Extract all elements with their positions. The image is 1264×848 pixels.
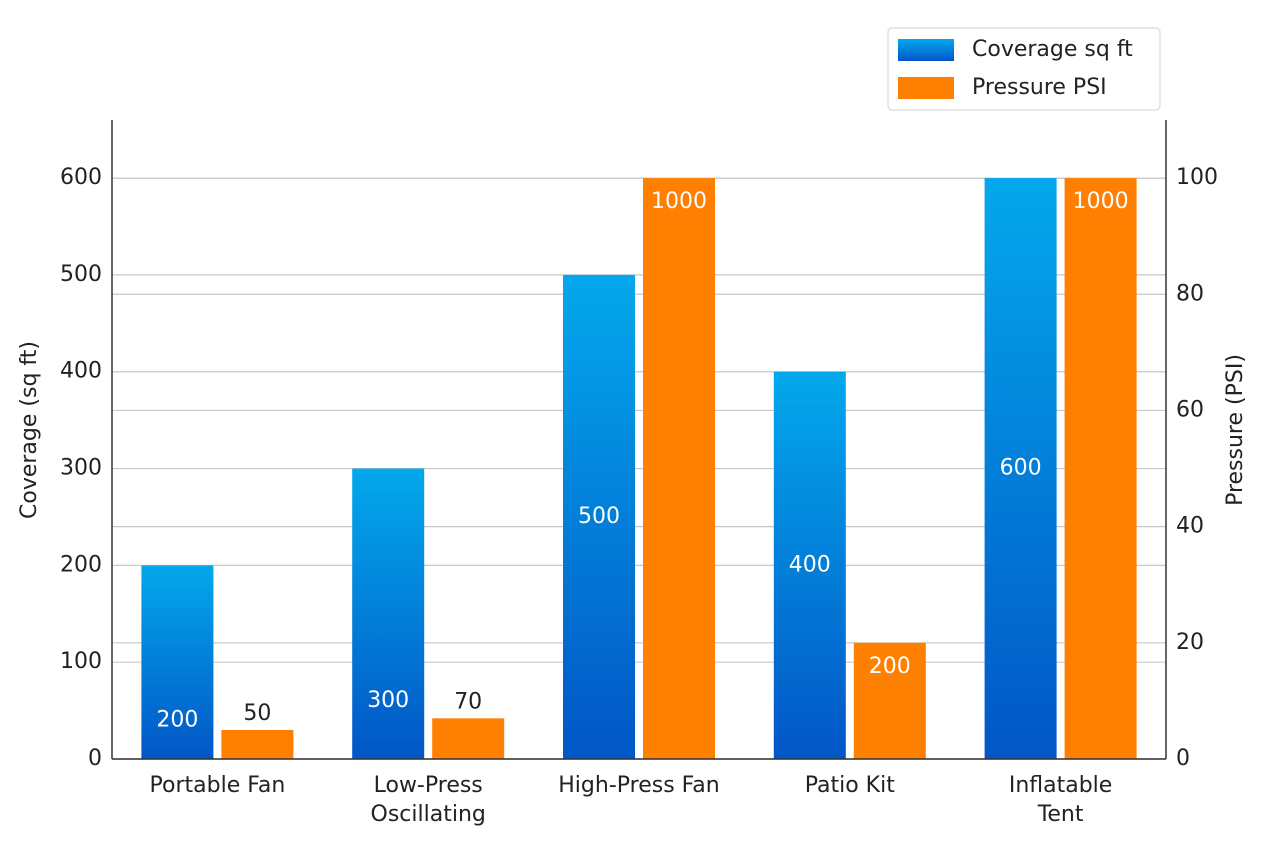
y-tick-label: 400 (60, 359, 102, 384)
y2-tick-label: 0 (1176, 746, 1190, 771)
x-tick-label: High-Press Fan (558, 773, 719, 798)
data-label: 1000 (1073, 189, 1129, 214)
data-label: 70 (454, 689, 482, 714)
bar (853, 642, 926, 759)
bar (1064, 178, 1137, 759)
bars (141, 178, 1137, 759)
legend-label: Coverage sq ft (972, 37, 1133, 62)
bar (643, 178, 715, 759)
x-tick-label: Portable Fan (150, 773, 286, 798)
legend-label: Pressure PSI (972, 75, 1107, 100)
y-tick-label: 300 (60, 456, 102, 481)
y-tick-label: 600 (60, 165, 102, 190)
y2-tick-label: 80 (1176, 281, 1204, 306)
y-axis-title: Coverage (sq ft) (17, 341, 42, 519)
legend-swatch (898, 77, 954, 99)
bar (432, 718, 505, 759)
y2-tick-label: 40 (1176, 514, 1204, 539)
legend-box (887, 27, 1161, 111)
y2-tick-label: 20 (1176, 630, 1204, 655)
x-tick-label: Inflatable Tent (1009, 773, 1113, 827)
data-label: 600 (1000, 456, 1042, 481)
data-label: 500 (578, 504, 620, 529)
bar (773, 371, 846, 759)
data-label: 50 (243, 701, 271, 726)
bar (563, 274, 635, 759)
y-tick-label: 200 (60, 552, 102, 577)
bar (221, 729, 294, 759)
y-tick-label: 500 (60, 262, 102, 287)
bar (141, 565, 214, 759)
y2-tick-label: 60 (1176, 397, 1204, 422)
data-label: 1000 (651, 189, 707, 214)
data-label: 400 (789, 552, 831, 577)
data-label: 300 (367, 688, 409, 713)
x-tick-label: Low-Press Oscillating (371, 773, 486, 827)
y-tick-label: 0 (88, 746, 102, 771)
data-label: 200 (156, 707, 198, 732)
y2-axis-title: Pressure (PSI) (1223, 354, 1248, 506)
y-tick-label: 100 (60, 649, 102, 674)
labels: 0 100 200 300 400 500 600 0 20 40 60 80 100 Portable … (60, 165, 1218, 827)
bar (984, 178, 1057, 759)
legend: Coverage sq ft Pressure PSI (887, 27, 1161, 111)
legend-swatch (898, 39, 954, 61)
bar (352, 468, 425, 759)
data-label: 200 (869, 654, 911, 679)
y2-tick-label: 100 (1176, 165, 1218, 190)
x-tick-label: Patio Kit (805, 773, 895, 798)
